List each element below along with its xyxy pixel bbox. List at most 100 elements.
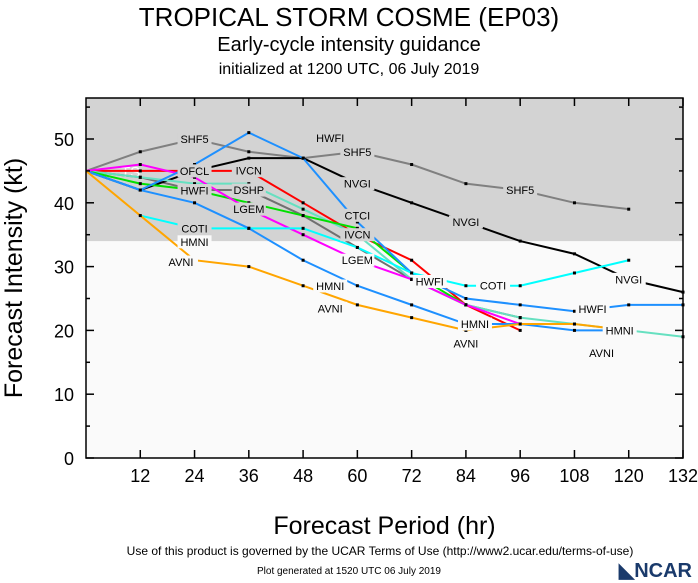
series-label-bg [340,208,375,222]
data-point [410,277,414,281]
data-point [627,258,631,262]
x-tick-label: 96 [510,466,530,486]
x-tick-label: 84 [456,466,476,486]
data-point [301,207,305,211]
series-label-shf5: SHF5 [180,134,208,146]
series-label-bg [313,279,348,293]
series-label-bg [177,184,212,198]
y-tick-label: 50 [54,130,74,150]
series-label-bg [575,302,610,316]
data-point [518,328,522,332]
data-point [247,150,251,154]
series-label-bg [313,301,348,315]
series-label-coti: COTI [181,223,207,235]
x-axis-label: Forecast Period (hr) [273,512,495,540]
series-label-bg [231,202,266,216]
data-point [518,303,522,307]
data-point [301,258,305,262]
data-point [355,220,359,224]
x-tick-label: 24 [185,466,205,486]
series-label-ofcl: OFCL [180,166,209,178]
series-label-bg [231,164,266,178]
series-label-avni: AVNI [169,257,194,269]
data-point [138,163,142,167]
data-point [138,188,142,192]
y-tick-label: 30 [54,258,74,278]
series-label-bg [584,346,619,360]
data-point [410,201,414,205]
series-label-coti: COTI [480,281,506,293]
generated-time: Plot generated at 1520 UTC 06 July 2019 [256,566,441,577]
data-point [572,309,576,313]
data-point [193,182,197,186]
data-point [301,233,305,237]
series-label-bg [177,235,212,249]
x-tick-label: 12 [130,466,150,486]
series-label-avni: AVNI [318,303,343,315]
series-label-ctci: CTCI [345,210,371,222]
series-label-bg [177,164,212,178]
data-point [627,207,631,211]
x-tick-label: 36 [239,466,259,486]
series-label-hmni: HMNI [606,325,634,337]
data-point [464,182,468,186]
series-label-bg [476,279,511,293]
y-tick-label: 0 [64,449,74,469]
data-point [464,303,468,307]
x-tick-label: 48 [293,466,313,486]
series-label-bg [602,323,637,337]
data-point [355,284,359,288]
series-label-nvgi: NVGI [452,217,479,229]
init-time: initialized at 1200 UTC, 06 July 2019 [218,61,480,78]
series-label-avni: AVNI [589,348,614,360]
series-label-bg [412,274,447,288]
data-point [464,284,468,288]
data-point [138,175,142,179]
data-point [301,226,305,230]
data-point [138,214,142,218]
series-label-lgem: LGEM [233,204,264,216]
y-axis-label: Forecast Intensity (kt) [0,158,28,398]
series-label-bg [340,253,375,267]
plot-frame [85,97,684,459]
series-label-shf5: SHF5 [506,185,534,197]
series-label-bg [448,336,483,350]
chart-title: TROPICAL STORM COSME (EP03) [138,2,560,32]
y-tick-label: 40 [54,194,74,214]
data-point [410,303,414,307]
data-point [518,284,522,288]
data-point [247,156,251,160]
series-label-shf5: SHF5 [343,147,371,159]
terms-of-use: Use of this product is governed by the U… [126,544,634,558]
data-point [410,163,414,167]
series-line-coti [140,214,629,287]
series-label-bg [231,183,266,197]
x-tick-label: 72 [402,466,422,486]
series-label-ivcn: IVCN [344,230,370,242]
series-label-nvgi: NVGI [615,274,642,286]
data-point [301,214,305,218]
data-point [301,156,305,160]
data-point [247,265,251,269]
data-point [247,226,251,230]
data-point [572,271,576,275]
series-label-bg [340,177,375,191]
data-point [572,252,576,256]
data-point [138,169,142,173]
x-tick-label: 132 [668,466,698,486]
data-point [247,131,251,135]
series-label-bg [448,215,483,229]
data-point [518,239,522,243]
data-point [627,303,631,307]
series-label-dshp: DSHP [234,185,265,197]
series-label-bg [177,132,212,146]
series-label-lgem: LGEM [342,255,373,267]
series-label-bg [313,131,348,145]
data-point [572,322,576,326]
data-point [464,297,468,300]
series-label-bg [340,228,375,242]
ncar-logo: ◣NCAR [618,560,692,582]
ts-shading [86,98,683,242]
data-point [410,316,414,320]
